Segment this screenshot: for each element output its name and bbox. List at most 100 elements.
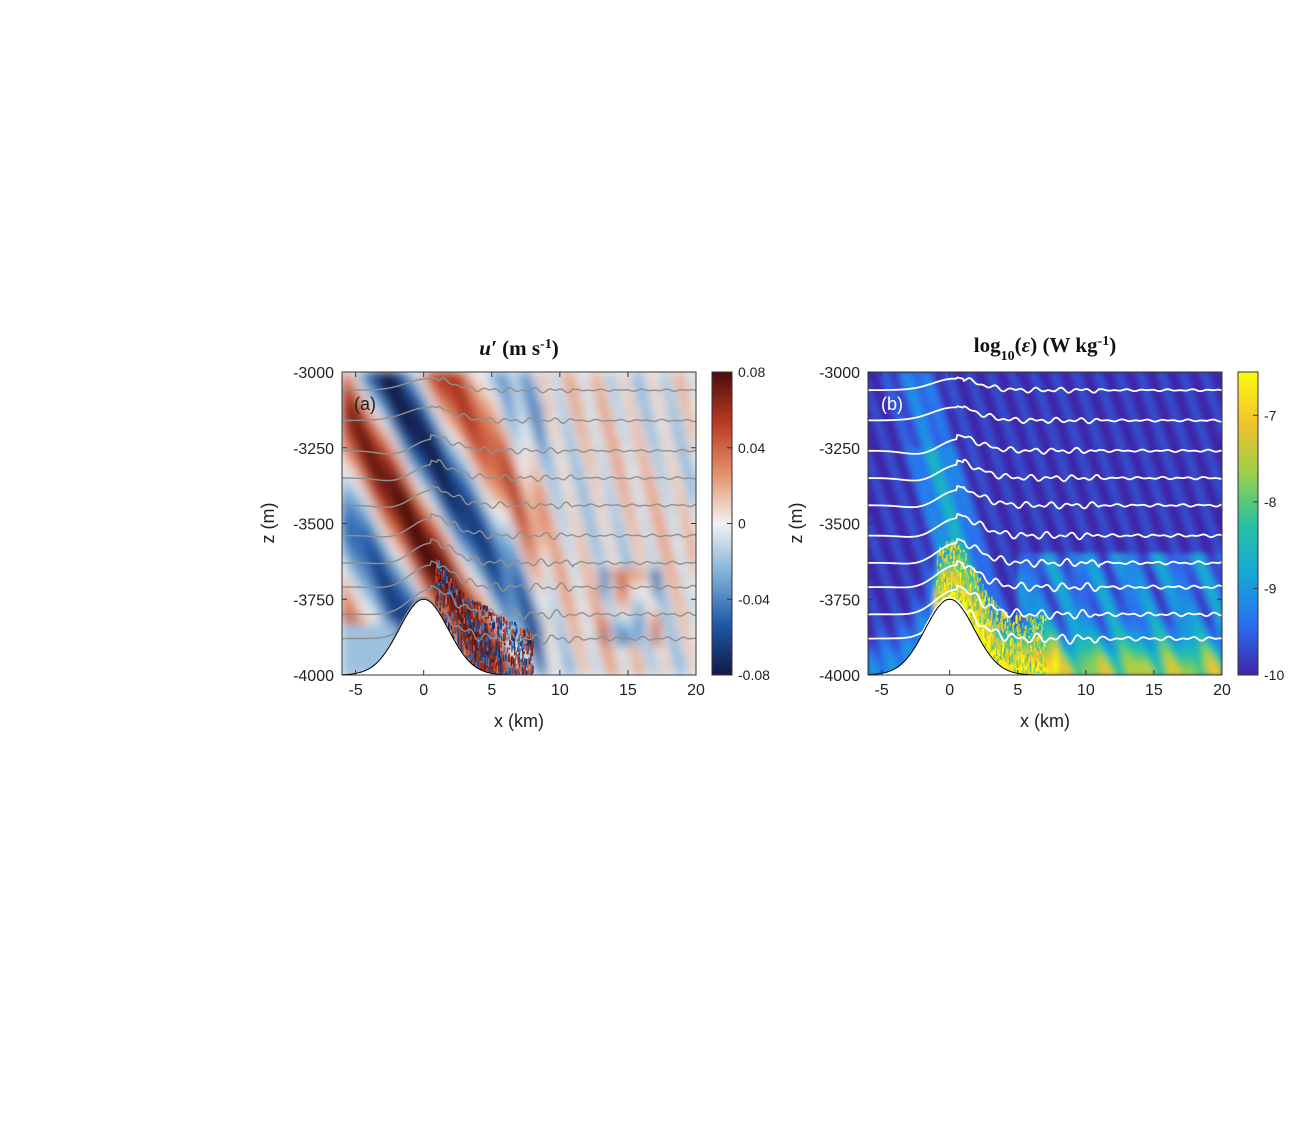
field-cell: [382, 462, 389, 469]
field-cell: [569, 442, 576, 449]
field-cell: [610, 604, 616, 611]
field-cell: [640, 659, 647, 666]
field-cell: [579, 543, 586, 550]
turbulence-cell: [459, 616, 462, 620]
field-cell: [382, 614, 389, 621]
turbulence-cell: [509, 662, 512, 666]
field-cell: [554, 372, 561, 378]
field-cell: [680, 639, 687, 646]
turbulence-cell: [484, 653, 486, 663]
field-cell: [397, 473, 404, 479]
field-cell: [574, 594, 581, 600]
field-cell: [498, 594, 505, 600]
field-cell: [660, 377, 667, 383]
field-cell: [397, 589, 404, 595]
field-cell: [498, 478, 505, 484]
field-cell: [559, 548, 566, 555]
field-cell: [342, 589, 348, 595]
field-cell: [539, 412, 546, 419]
field-cell: [660, 427, 667, 434]
field-cell: [599, 659, 606, 666]
field-cell: [559, 417, 566, 424]
field-cell: [569, 372, 576, 378]
field-cell: [347, 412, 353, 419]
field-cell: [539, 457, 546, 464]
field-cell: [513, 377, 520, 383]
field-cell: [579, 478, 586, 484]
field-cell: [362, 654, 369, 661]
field-cell: [564, 619, 571, 626]
turbulence-cell: [475, 661, 478, 666]
field-cell: [554, 624, 561, 631]
turbulence-cell: [448, 622, 450, 631]
field-cell: [685, 422, 692, 429]
field-cell: [473, 508, 480, 515]
field-cell: [382, 528, 389, 535]
turbulence-cell: [445, 594, 447, 600]
field-cell: [453, 538, 460, 545]
field-cell: [670, 437, 677, 444]
field-cell: [448, 407, 455, 414]
field-cell: [650, 634, 657, 641]
field-cell: [635, 624, 642, 631]
field-cell: [428, 387, 434, 393]
field-cell: [352, 483, 358, 489]
field-cell: [468, 462, 475, 469]
field-cell: [645, 467, 652, 474]
field-cell: [417, 594, 424, 600]
field-cell: [640, 594, 647, 600]
field-cell: [599, 407, 606, 414]
turbulence-cell: [486, 638, 489, 646]
field-cell: [539, 543, 546, 550]
field-cell: [620, 569, 626, 575]
turbulence-cell: [438, 566, 440, 572]
field-cell: [640, 619, 647, 626]
field-cell: [655, 382, 662, 388]
field-cell: [367, 478, 374, 484]
field-cell: [347, 644, 353, 651]
field-cell: [685, 639, 692, 646]
field-cell: [529, 493, 535, 499]
field-cell: [377, 387, 384, 393]
field-cell: [539, 624, 546, 631]
field-cell: [438, 397, 444, 404]
field-cell: [594, 407, 601, 414]
field-cell: [554, 528, 561, 535]
field-cell: [473, 498, 480, 505]
turbulence-cell: [529, 662, 532, 668]
field-cell: [564, 387, 571, 393]
field-cell: [342, 508, 348, 515]
field-cell: [377, 518, 384, 525]
field-cell: [579, 659, 586, 666]
field-cell: [367, 488, 374, 494]
field-cell: [579, 599, 586, 606]
field-cell: [589, 584, 596, 590]
field-cell: [422, 447, 429, 454]
field-cell: [367, 589, 374, 595]
field-cell: [599, 538, 606, 545]
field-cell: [519, 589, 525, 595]
field-cell: [352, 533, 358, 540]
field-cell: [685, 467, 692, 474]
field-cell: [402, 382, 409, 388]
turbulence-cell: [515, 651, 517, 655]
field-cell: [620, 377, 626, 383]
field-cell: [554, 432, 561, 439]
field-cell: [615, 407, 621, 414]
field-cell: [387, 457, 394, 464]
field-cell: [635, 563, 642, 570]
field-cell: [362, 659, 369, 666]
field-cell: [539, 644, 546, 651]
field-cell: [498, 427, 505, 434]
turbulence-cell: [441, 573, 443, 580]
field-cell: [392, 473, 399, 479]
field-cell: [584, 533, 591, 540]
field-cell: [660, 483, 667, 489]
field-cell: [463, 518, 470, 525]
field-cell: [534, 528, 541, 535]
field-cell: [594, 553, 601, 560]
field-cell: [589, 670, 596, 675]
turbulence-cell: [528, 637, 530, 640]
turbulence-cell: [471, 645, 473, 653]
field-cell: [372, 467, 379, 474]
